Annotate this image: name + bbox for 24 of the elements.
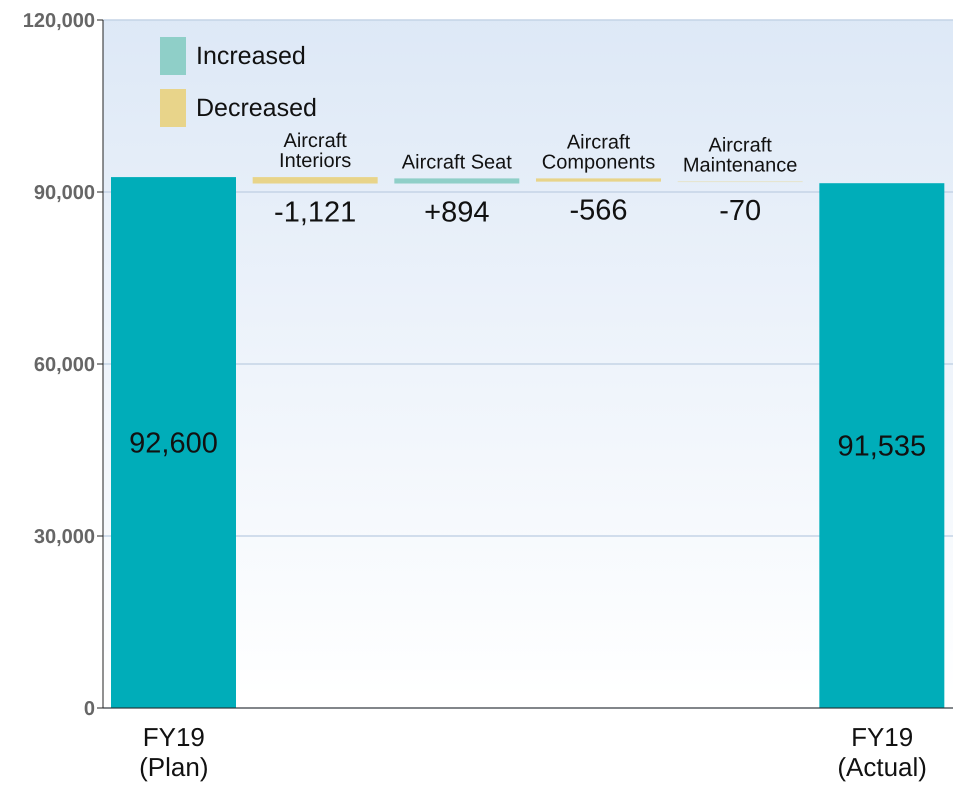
text: -1,121 — [274, 196, 356, 229]
text: 91,535 — [837, 430, 926, 463]
legend-label: Increased — [196, 42, 306, 70]
y-tick-label: 0 — [84, 698, 95, 720]
text: -70 — [719, 195, 762, 228]
text: +894 — [424, 196, 490, 229]
legend-label: Decreased — [196, 94, 317, 122]
text: 92,600 — [129, 428, 218, 460]
x-tick-label: FY19 (Plan) — [139, 722, 209, 782]
x-tick-label: Aircraft Maintenance — [682, 134, 798, 177]
y-tick-label: 90,000 — [34, 182, 95, 204]
bar — [536, 178, 661, 182]
bar — [252, 177, 378, 184]
bar — [394, 178, 520, 184]
x-tick-label: Aircraft Interiors — [279, 130, 352, 172]
text: -566 — [569, 194, 628, 227]
x-tick-label: Aircraft Seat — [402, 151, 512, 174]
bar — [819, 183, 944, 708]
bar — [111, 177, 236, 708]
y-tick-label: 30,000 — [34, 526, 95, 548]
x-tick-label: Aircraft Components — [542, 131, 656, 174]
y-tick-label: 120,000 — [22, 10, 95, 32]
y-tick-label: 60,000 — [34, 354, 95, 376]
x-tick-label: FY19 (Actual) — [837, 722, 927, 782]
